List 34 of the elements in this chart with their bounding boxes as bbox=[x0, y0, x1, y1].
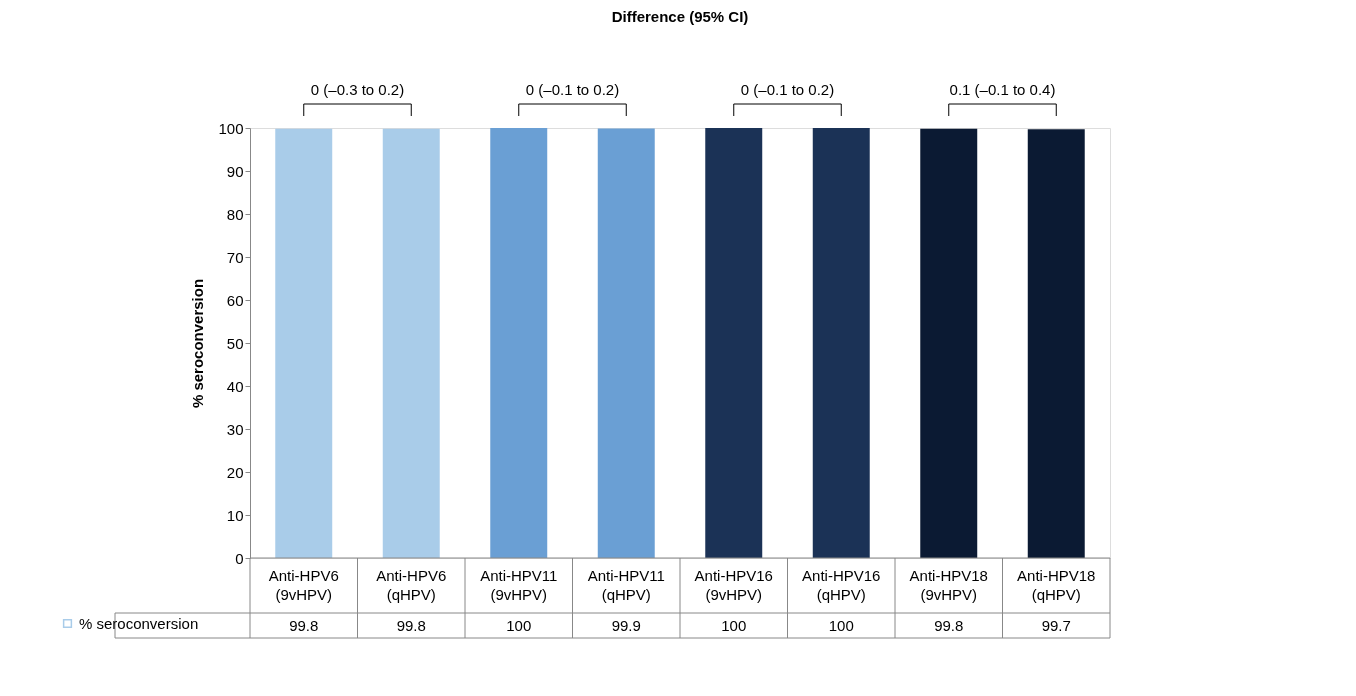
data-label: 100 bbox=[506, 617, 532, 634]
data-label: 99.8 bbox=[934, 617, 964, 634]
y-axis-title: % seroconversion bbox=[189, 278, 207, 409]
x-tick-label: Anti-HPV6 (9vHPV) bbox=[268, 567, 339, 603]
y-tick-label: 80 bbox=[226, 205, 244, 223]
y-tick-label: 90 bbox=[226, 162, 244, 180]
legend-label: % seroconversion bbox=[79, 614, 199, 632]
y-tick-label: 40 bbox=[226, 377, 244, 395]
x-tick-label: Anti-HPV18 (9vHPV) bbox=[909, 567, 988, 603]
x-tick-label: Anti-HPV18 (qHPV) bbox=[1017, 567, 1096, 603]
y-tick-label: 60 bbox=[226, 291, 244, 309]
text: 0 (–0.3 to 0.2) bbox=[310, 81, 405, 98]
x-tick-label: Anti-HPV11 (qHPV) bbox=[587, 567, 665, 603]
y-tick-label: 50 bbox=[226, 334, 244, 352]
data-label: 100 bbox=[721, 617, 747, 634]
y-tick-label: 70 bbox=[226, 248, 244, 266]
text: 0 (–0.1 to 0.2) bbox=[525, 81, 620, 98]
y-tick-label: 20 bbox=[226, 463, 244, 481]
text: 0.1 (–0.1 to 0.4) bbox=[949, 81, 1056, 98]
data-label: 99.9 bbox=[611, 617, 641, 634]
x-tick-label: Anti-HPV16 (9vHPV) bbox=[694, 567, 773, 603]
data-label: 99.7 bbox=[1041, 617, 1071, 634]
x-tick-label: Anti-HPV11 (9vHPV) bbox=[480, 567, 558, 603]
y-tick-label: 100 bbox=[218, 119, 244, 137]
data-label: 99.8 bbox=[396, 617, 426, 634]
y-tick-label: 0 bbox=[235, 549, 244, 567]
x-tick-label: Anti-HPV16 (qHPV) bbox=[802, 567, 881, 603]
y-tick-label: 30 bbox=[226, 420, 244, 438]
data-label: 100 bbox=[828, 617, 854, 634]
y-tick-label: 10 bbox=[226, 506, 244, 524]
text: 0 (–0.1 to 0.2) bbox=[740, 81, 835, 98]
chart-title: Difference (95% CI) bbox=[611, 8, 749, 25]
data-label: 99.8 bbox=[289, 617, 319, 634]
x-tick-label: Anti-HPV6 (qHPV) bbox=[376, 567, 447, 603]
